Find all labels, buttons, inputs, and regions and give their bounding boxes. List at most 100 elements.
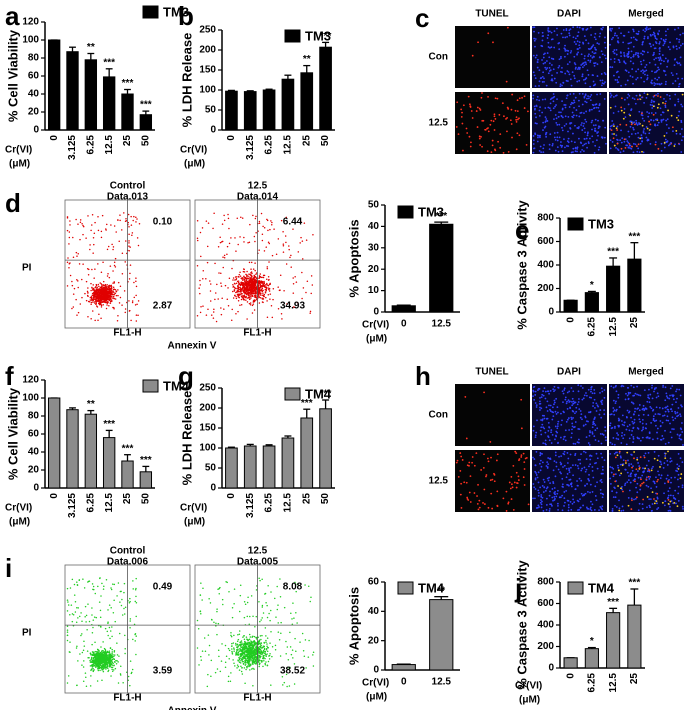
cell-dot: [533, 55, 535, 57]
cell-dot: [604, 81, 606, 83]
event-dot: [207, 262, 209, 264]
cell-dot: [553, 118, 555, 120]
cell-dot: [653, 53, 655, 55]
cell-dot: [581, 75, 583, 77]
cell-dot: [571, 141, 573, 143]
cell-dot: [623, 52, 625, 54]
event-dot: [94, 287, 96, 289]
event-dot: [247, 281, 249, 283]
cell-dot: [673, 47, 675, 49]
cell-dot: [535, 116, 537, 118]
cell-dot: [649, 28, 651, 30]
event-dot: [235, 643, 237, 645]
event-dot: [132, 302, 134, 304]
y-tick-label: 40: [28, 89, 40, 100]
event-dot: [247, 648, 249, 650]
cell-dot: [543, 144, 545, 146]
event-dot: [248, 639, 250, 641]
cell-dot: [614, 58, 616, 60]
event-dot: [239, 657, 241, 659]
significance-label: ***: [140, 455, 152, 466]
cell-dot: [584, 96, 586, 98]
cell-dot: [586, 147, 588, 149]
event-dot: [249, 262, 251, 264]
x-tick-label: 50: [320, 493, 331, 505]
event-dot: [239, 271, 241, 273]
cell-dot: [681, 106, 683, 108]
event-dot: [255, 650, 256, 652]
event-dot: [259, 277, 261, 279]
cell-dot: [652, 44, 654, 46]
cell-dot: [611, 38, 613, 40]
event-dot: [107, 666, 109, 668]
event-dot: [216, 284, 218, 286]
cell-dot: [461, 112, 463, 114]
event-dot: [123, 608, 125, 610]
event-dot: [259, 222, 261, 224]
cell-dot: [593, 81, 595, 83]
event-dot: [100, 302, 102, 304]
event-dot: [93, 244, 95, 246]
x-axis-unit: (μM): [9, 517, 30, 528]
y-tick-label: 60: [28, 429, 40, 440]
bar: [263, 446, 275, 488]
cell-dot: [543, 57, 545, 59]
bar: [430, 600, 453, 670]
cell-dot: [544, 107, 546, 109]
cell-dot: [576, 127, 578, 129]
event-dot: [86, 685, 88, 687]
event-dot: [252, 215, 254, 217]
event-dot: [264, 642, 266, 644]
event-dot: [114, 654, 116, 656]
cell-dot: [577, 52, 579, 54]
cell-dot: [665, 39, 667, 41]
event-dot: [290, 613, 292, 615]
event-dot: [111, 651, 113, 653]
cell-dot: [510, 119, 512, 121]
cell-dot: [540, 77, 542, 79]
cell-dot: [663, 39, 665, 41]
event-dot: [235, 292, 237, 294]
event-dot: [237, 285, 239, 287]
event-dot: [262, 291, 264, 293]
event-dot: [225, 285, 227, 287]
event-dot: [67, 631, 69, 633]
cell-dot: [554, 132, 556, 134]
event-dot: [101, 306, 103, 308]
event-dot: [219, 587, 221, 589]
cell-dot: [562, 150, 564, 152]
event-dot: [239, 287, 241, 289]
y-tick-label: 0: [210, 125, 216, 136]
cell-dot: [560, 83, 562, 85]
event-dot: [241, 653, 243, 655]
cell-dot: [612, 37, 614, 39]
event-dot: [289, 257, 291, 259]
event-dot: [271, 656, 273, 658]
cell-dot: [555, 139, 557, 141]
significance-label: *: [590, 280, 594, 291]
cell-dot: [573, 56, 575, 58]
event-dot: [100, 291, 102, 293]
cell-dot: [616, 126, 618, 128]
event-dot: [283, 251, 285, 253]
event-dot: [249, 292, 251, 294]
event-dot: [115, 668, 117, 670]
cell-dot: [586, 138, 588, 140]
event-dot: [312, 654, 314, 656]
event-dot: [138, 300, 140, 302]
cell-dot: [643, 128, 645, 130]
cell-dot: [595, 38, 597, 40]
event-dot: [86, 615, 88, 617]
event-dot: [115, 298, 117, 300]
cell-dot: [487, 96, 489, 98]
event-dot: [135, 304, 137, 306]
event-dot: [305, 292, 307, 294]
cell-dot: [602, 53, 604, 55]
event-dot: [132, 232, 134, 234]
cell-dot: [584, 131, 586, 133]
cell-dot: [566, 28, 568, 30]
event-dot: [238, 276, 240, 278]
event-dot: [209, 280, 211, 282]
cell-dot: [614, 32, 616, 34]
event-dot: [263, 283, 265, 285]
